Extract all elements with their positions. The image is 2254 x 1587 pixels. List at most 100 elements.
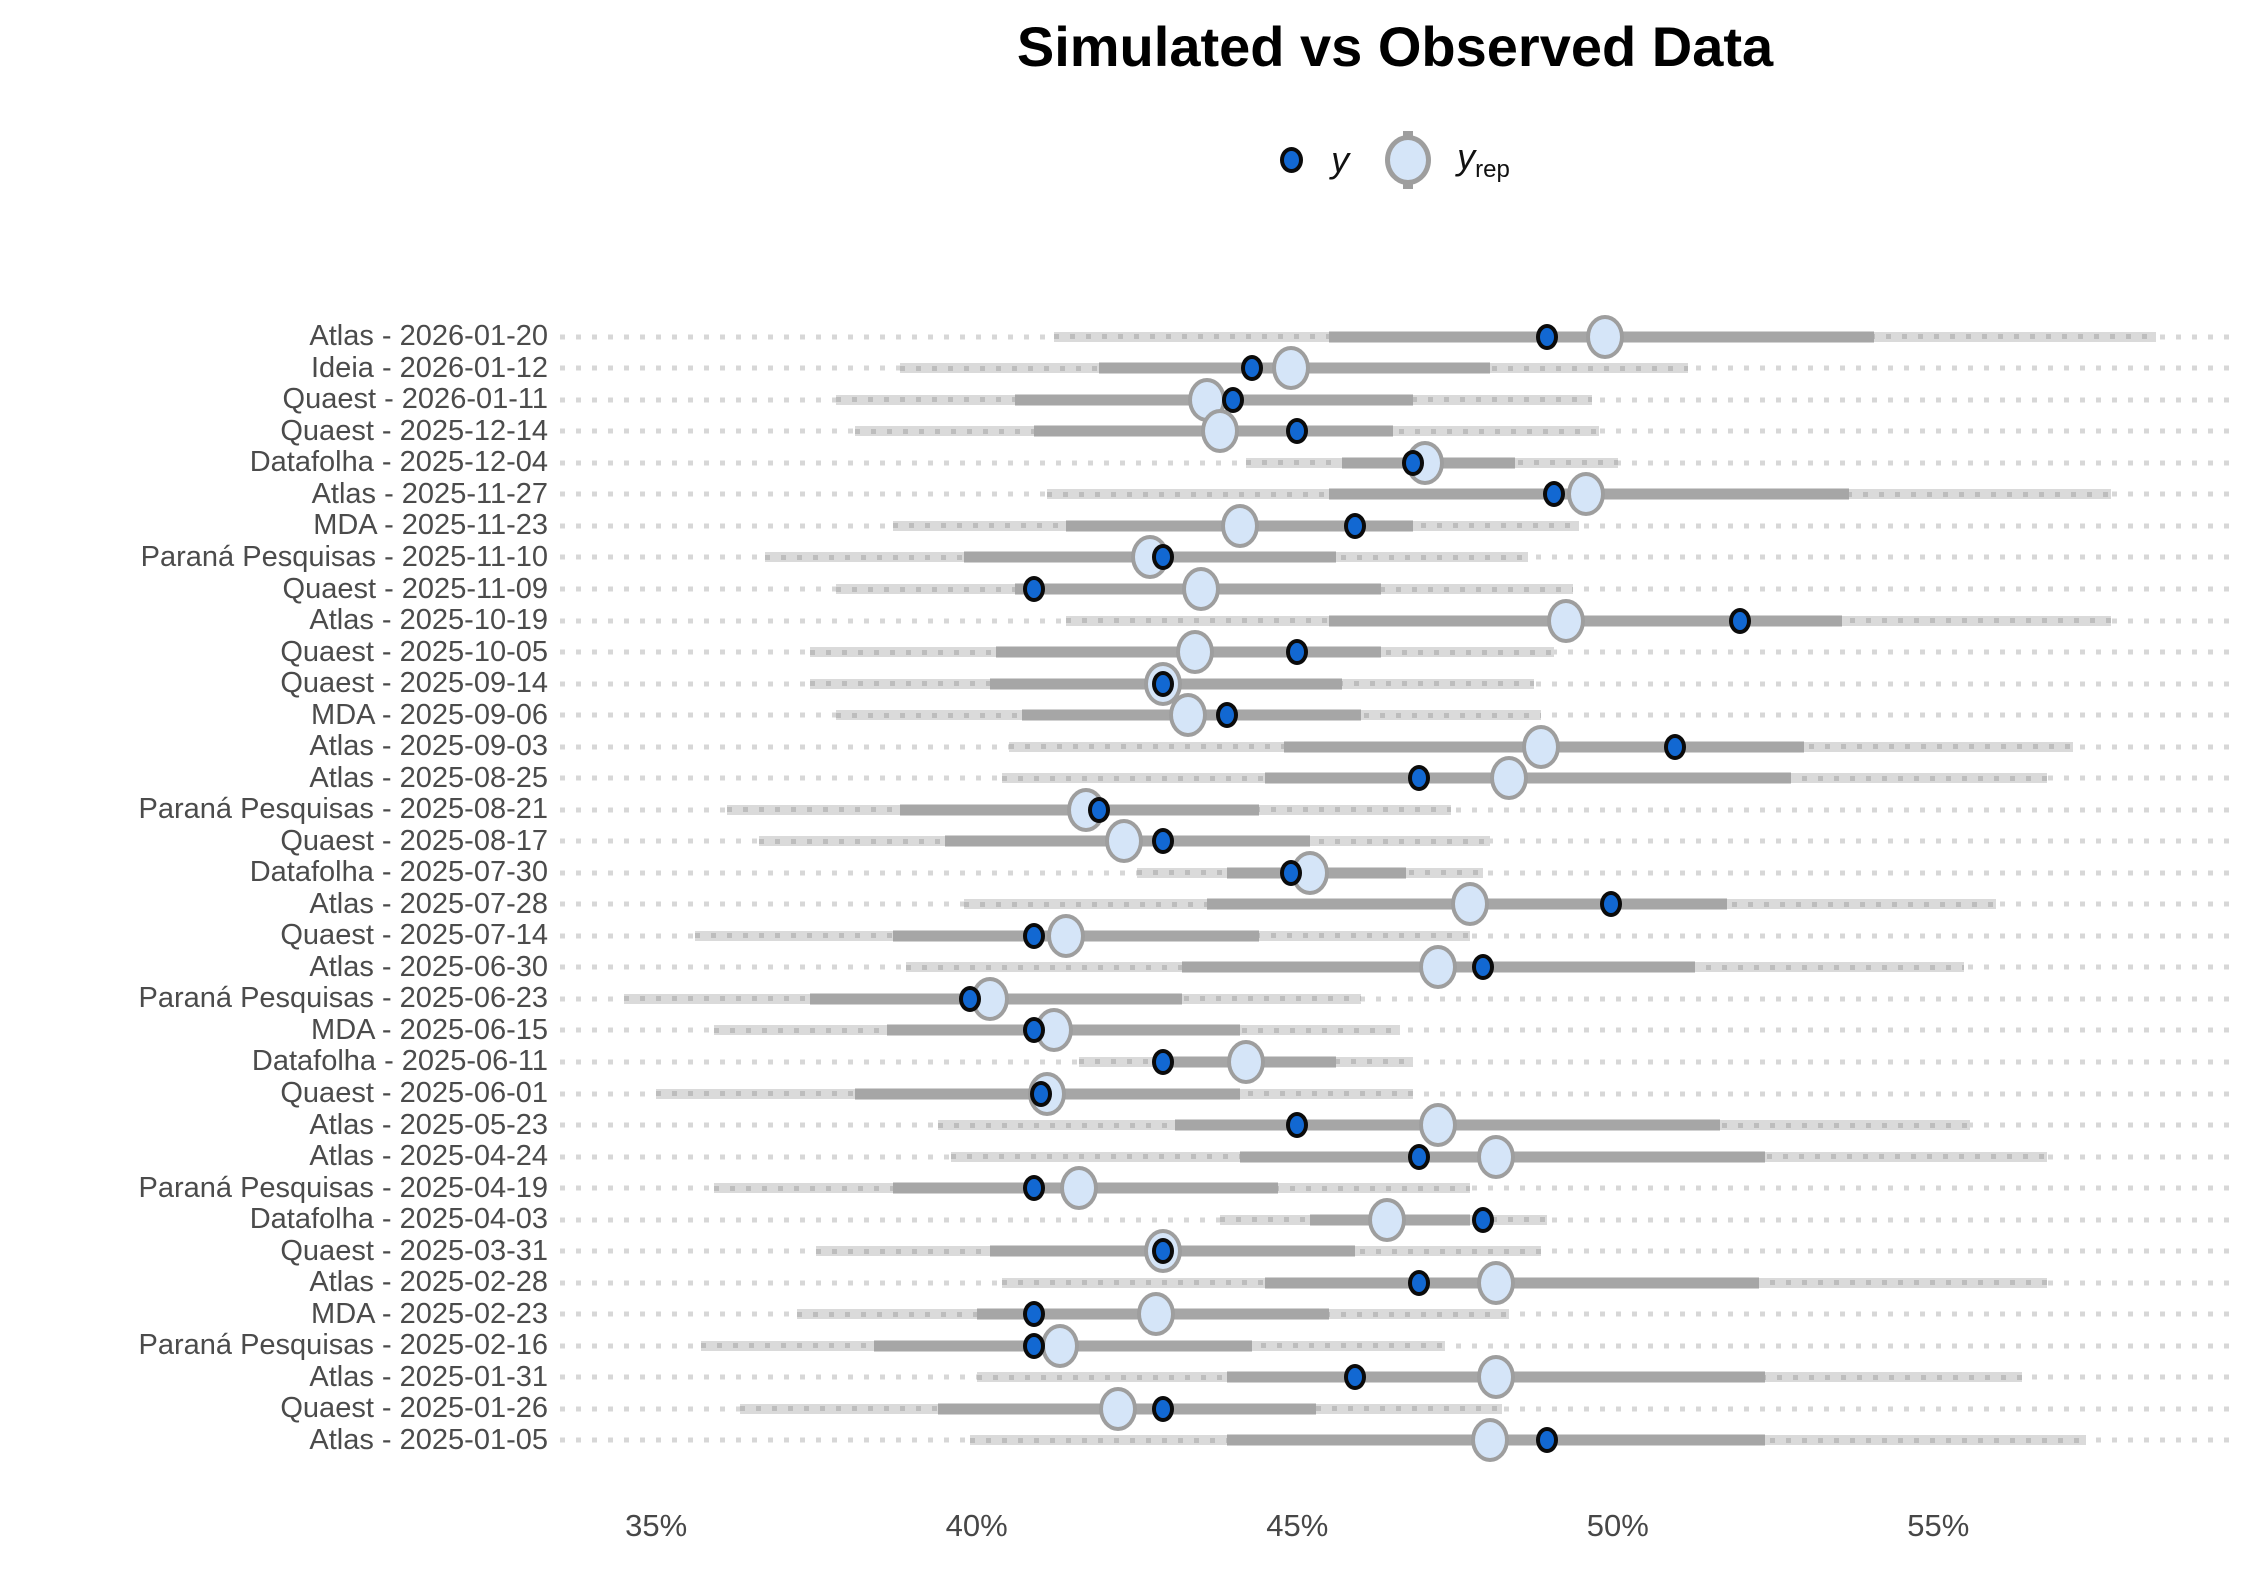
ppc-row: Atlas - 2025-04-24 <box>0 1134 2230 1179</box>
row-track <box>560 1386 2230 1431</box>
yrep-point <box>1476 1260 1515 1305</box>
ppc-row: Atlas - 2025-06-30 <box>0 945 2230 990</box>
row-track <box>560 1418 2230 1463</box>
row-label: Atlas - 2025-08-25 <box>309 761 548 794</box>
y-point <box>1151 828 1174 855</box>
ppc-row: Atlas - 2025-09-03 <box>0 724 2230 769</box>
row-label: MDA - 2025-06-15 <box>311 1013 548 1046</box>
ppc-row: Paraná Pesquisas - 2025-02-16 <box>0 1323 2230 1368</box>
y-point <box>1151 544 1174 571</box>
row-label: MDA - 2025-09-06 <box>311 698 548 731</box>
yrep-point <box>1098 1386 1137 1431</box>
yrep-point <box>1476 1355 1515 1400</box>
row-track <box>560 377 2230 422</box>
row-label: Atlas - 2025-10-19 <box>309 604 548 637</box>
y-point <box>1151 670 1174 697</box>
row-track <box>560 756 2230 801</box>
row-track <box>560 976 2230 1021</box>
row-label: Atlas - 2025-01-31 <box>309 1360 548 1393</box>
row-label: Atlas - 2025-01-05 <box>309 1423 548 1456</box>
row-label: MDA - 2025-02-23 <box>311 1297 548 1330</box>
y-point <box>1215 702 1238 729</box>
row-label: Quaest - 2025-08-17 <box>280 824 548 857</box>
row-label: Datafolha - 2025-04-03 <box>249 1203 548 1236</box>
ppc-row: Datafolha - 2025-07-30 <box>0 850 2230 895</box>
y-point <box>1664 733 1687 760</box>
row-label: Atlas - 2025-05-23 <box>309 1108 548 1141</box>
inner-interval-bar <box>1265 772 1791 784</box>
row-label: Datafolha - 2025-12-04 <box>249 446 548 479</box>
row-label: MDA - 2025-11-23 <box>313 509 548 542</box>
row-label: Paraná Pesquisas - 2025-06-23 <box>138 982 548 1015</box>
row-track <box>560 503 2230 548</box>
ppc-row: Quaest - 2025-07-14 <box>0 913 2230 958</box>
yrep-point <box>1367 1197 1406 1242</box>
ppc-row: MDA - 2025-11-23 <box>0 503 2230 548</box>
x-tick-label: 50% <box>1586 1508 1649 1543</box>
row-label: Atlas - 2026-01-20 <box>309 320 548 353</box>
ppc-row: Quaest - 2025-06-01 <box>0 1071 2230 1116</box>
y-point <box>1023 922 1046 949</box>
row-label: Datafolha - 2025-06-11 <box>251 1045 548 1078</box>
ppc-row: Atlas - 2025-10-19 <box>0 598 2230 643</box>
row-track <box>560 409 2230 454</box>
ppc-row: Paraná Pesquisas - 2025-08-21 <box>0 787 2230 832</box>
y-point <box>1401 449 1424 476</box>
background-dotted-line <box>560 996 2230 1002</box>
y-point-icon <box>1280 147 1304 173</box>
yrep-point <box>1066 787 1105 832</box>
row-label: Quaest - 2025-01-26 <box>280 1392 548 1425</box>
y-point <box>1536 323 1559 350</box>
x-axis: 35% 40% 45% 50% 55% <box>560 1508 2230 1568</box>
yrep-point <box>1182 567 1221 612</box>
row-label: Atlas - 2025-06-30 <box>309 950 548 983</box>
y-point <box>1536 1427 1559 1454</box>
inner-interval-bar <box>1329 615 1843 627</box>
ppc-row: Atlas - 2025-11-27 <box>0 472 2230 517</box>
y-point <box>1408 765 1431 792</box>
x-tick-label: 40% <box>945 1508 1008 1543</box>
ppc-row: Ideia - 2026-01-12 <box>0 346 2230 391</box>
x-tick-label: 45% <box>1266 1508 1329 1543</box>
row-label: Atlas - 2025-07-28 <box>309 887 548 920</box>
yrep-point <box>1047 913 1086 958</box>
yrep-point <box>1547 598 1586 643</box>
yrep-point <box>1489 756 1528 801</box>
row-label: Quaest - 2025-12-14 <box>280 414 548 447</box>
row-track <box>560 472 2230 517</box>
yrep-point <box>1451 882 1490 927</box>
ppc-row: Atlas - 2025-05-23 <box>0 1103 2230 1148</box>
yrep-point <box>1060 1166 1099 1211</box>
ppc-row: Atlas - 2026-01-20 <box>0 314 2230 359</box>
y-point <box>1151 1048 1174 1075</box>
row-track <box>560 1323 2230 1368</box>
legend-item-yrep: yrep <box>1385 131 1510 189</box>
row-track <box>560 1008 2230 1053</box>
row-track <box>560 1292 2230 1337</box>
yrep-point <box>1169 693 1208 738</box>
row-label: Quaest - 2025-07-14 <box>280 919 548 952</box>
y-point <box>1241 355 1264 382</box>
yrep-point <box>1470 1418 1509 1463</box>
row-track <box>560 661 2230 706</box>
ppc-row: Quaest - 2025-12-14 <box>0 409 2230 454</box>
ppc-row: Datafolha - 2025-06-11 <box>0 1039 2230 1084</box>
row-track <box>560 850 2230 895</box>
y-point <box>1286 418 1309 445</box>
row-track <box>560 567 2230 612</box>
y-point <box>1023 1017 1046 1044</box>
row-track <box>560 819 2230 864</box>
row-track <box>560 1197 2230 1242</box>
row-label: Quaest - 2025-09-14 <box>280 667 548 700</box>
ppc-row: Quaest - 2025-08-17 <box>0 819 2230 864</box>
ppc-row: Paraná Pesquisas - 2025-11-10 <box>0 535 2230 580</box>
row-track <box>560 314 2230 359</box>
chart-header: Simulated vs Observed Data y yrep <box>560 0 2230 189</box>
ppc-row: Atlas - 2025-01-05 <box>0 1418 2230 1463</box>
ppc-row: Quaest - 2025-03-31 <box>0 1229 2230 1274</box>
ppc-row: Atlas - 2025-01-31 <box>0 1355 2230 1400</box>
row-label: Ideia - 2026-01-12 <box>311 351 548 384</box>
row-label: Paraná Pesquisas - 2025-08-21 <box>138 793 548 826</box>
yrep-point <box>1585 314 1624 359</box>
y-point <box>1542 481 1565 508</box>
